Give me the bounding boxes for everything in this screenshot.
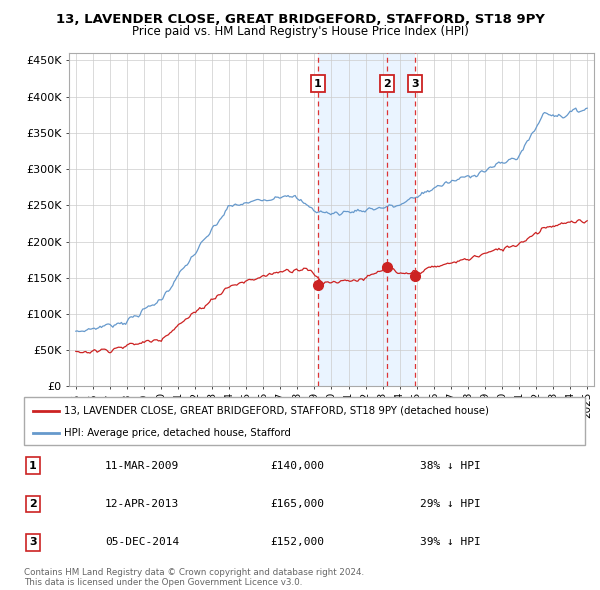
Text: 3: 3 — [412, 78, 419, 88]
Text: Price paid vs. HM Land Registry's House Price Index (HPI): Price paid vs. HM Land Registry's House … — [131, 25, 469, 38]
Text: 2: 2 — [29, 499, 37, 509]
Text: 05-DEC-2014: 05-DEC-2014 — [105, 537, 179, 547]
Text: 13, LAVENDER CLOSE, GREAT BRIDGEFORD, STAFFORD, ST18 9PY: 13, LAVENDER CLOSE, GREAT BRIDGEFORD, ST… — [56, 13, 544, 26]
Text: £140,000: £140,000 — [270, 461, 324, 470]
Text: 3: 3 — [29, 537, 37, 547]
Text: 39% ↓ HPI: 39% ↓ HPI — [420, 537, 481, 547]
Text: 29% ↓ HPI: 29% ↓ HPI — [420, 499, 481, 509]
Text: 13, LAVENDER CLOSE, GREAT BRIDGEFORD, STAFFORD, ST18 9PY (detached house): 13, LAVENDER CLOSE, GREAT BRIDGEFORD, ST… — [64, 405, 488, 415]
Text: Contains HM Land Registry data © Crown copyright and database right 2024.
This d: Contains HM Land Registry data © Crown c… — [24, 568, 364, 587]
Bar — [318, 53, 415, 386]
Text: 11-MAR-2009: 11-MAR-2009 — [105, 461, 179, 470]
Text: £165,000: £165,000 — [270, 499, 324, 509]
Text: 1: 1 — [29, 461, 37, 470]
Text: 12-APR-2013: 12-APR-2013 — [105, 499, 179, 509]
Text: HPI: Average price, detached house, Stafford: HPI: Average price, detached house, Staf… — [64, 428, 290, 438]
Text: 38% ↓ HPI: 38% ↓ HPI — [420, 461, 481, 470]
Text: £152,000: £152,000 — [270, 537, 324, 547]
Text: 2: 2 — [383, 78, 391, 88]
Text: 1: 1 — [314, 78, 322, 88]
